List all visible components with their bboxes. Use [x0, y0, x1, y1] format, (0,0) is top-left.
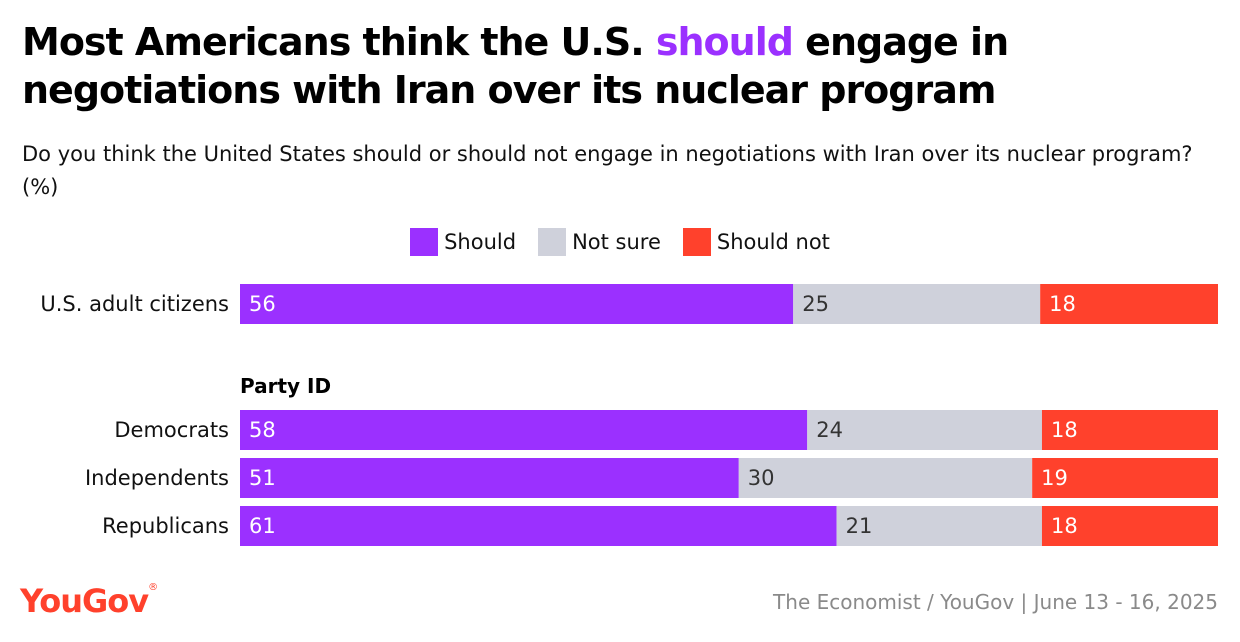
data-label-should-not-independents: 19 [1041, 466, 1068, 490]
title-highlight: should [655, 20, 794, 64]
bar-not-sure-independents [738, 458, 1033, 498]
bar-should-not-independents [1032, 458, 1218, 498]
legend-swatch-should [410, 228, 439, 256]
legend-item-not-sure: Not sure [538, 228, 661, 256]
legend-swatch-should-not [682, 228, 711, 256]
data-label-not-sure-democrats: 24 [816, 418, 843, 442]
stacked-bar-chart: Party ID U.S. adult citizens 56 25 18 Democra… [40, 284, 1218, 546]
legend-label-should-not: Should not [716, 230, 830, 254]
bar-not-sure-republicans [836, 506, 1042, 546]
data-label-should-democrats: 58 [249, 418, 276, 442]
legend-item-should: Should [410, 228, 516, 256]
category-label-democrats: Democrats [114, 418, 229, 442]
bar-should-not-democrats [1041, 410, 1218, 450]
bar-should-not-u-s-adult-citizens [1040, 284, 1218, 324]
data-label-should-not-u-s-adult-citizens: 18 [1049, 292, 1076, 316]
chart-legend: Should Not sure Should not [0, 228, 1240, 256]
data-label-should-u-s-adult-citizens: 56 [249, 292, 276, 316]
chart-subtitle: Do you think the United States should or… [22, 142, 1193, 199]
data-label-should-republicans: 61 [249, 514, 276, 538]
data-label-should-independents: 51 [249, 466, 276, 490]
legend-item-should-not: Should not [682, 228, 830, 256]
bar-should-u-s-adult-citizens [240, 284, 794, 324]
data-label-not-sure-independents: 30 [748, 466, 775, 490]
title-part-2: engage in negotiations with Iran over it… [22, 20, 1009, 112]
bar-should-independents [240, 458, 739, 498]
yougov-logo: YouGov® [20, 582, 158, 620]
data-label-should-not-democrats: 18 [1051, 418, 1078, 442]
source-note: The Economist / YouGov | June 13 - 16, 2… [773, 590, 1218, 614]
chart-title: Most Americans think the U.S. should eng… [22, 18, 1222, 114]
legend-label-should: Should [444, 230, 517, 254]
bar-not-sure-democrats [807, 410, 1042, 450]
bar-should-democrats [240, 410, 808, 450]
bar-not-sure-u-s-adult-citizens [793, 284, 1041, 324]
category-label-republicans: Republicans [102, 514, 229, 538]
legend-label-not-sure: Not sure [572, 230, 661, 254]
data-label-should-not-republicans: 18 [1051, 514, 1078, 538]
category-label-independents: Independents [85, 466, 229, 490]
legend-swatch-not-sure [538, 228, 567, 256]
group-label-party-id: Party ID [240, 374, 331, 398]
bar-should-not-republicans [1041, 506, 1218, 546]
category-label-u-s-adult-citizens: U.S. adult citizens [40, 292, 229, 316]
data-label-not-sure-u-s-adult-citizens: 25 [802, 292, 829, 316]
bar-should-republicans [240, 506, 837, 546]
title-part-1: Most Americans think the U.S. [22, 20, 656, 64]
data-label-not-sure-republicans: 21 [846, 514, 873, 538]
